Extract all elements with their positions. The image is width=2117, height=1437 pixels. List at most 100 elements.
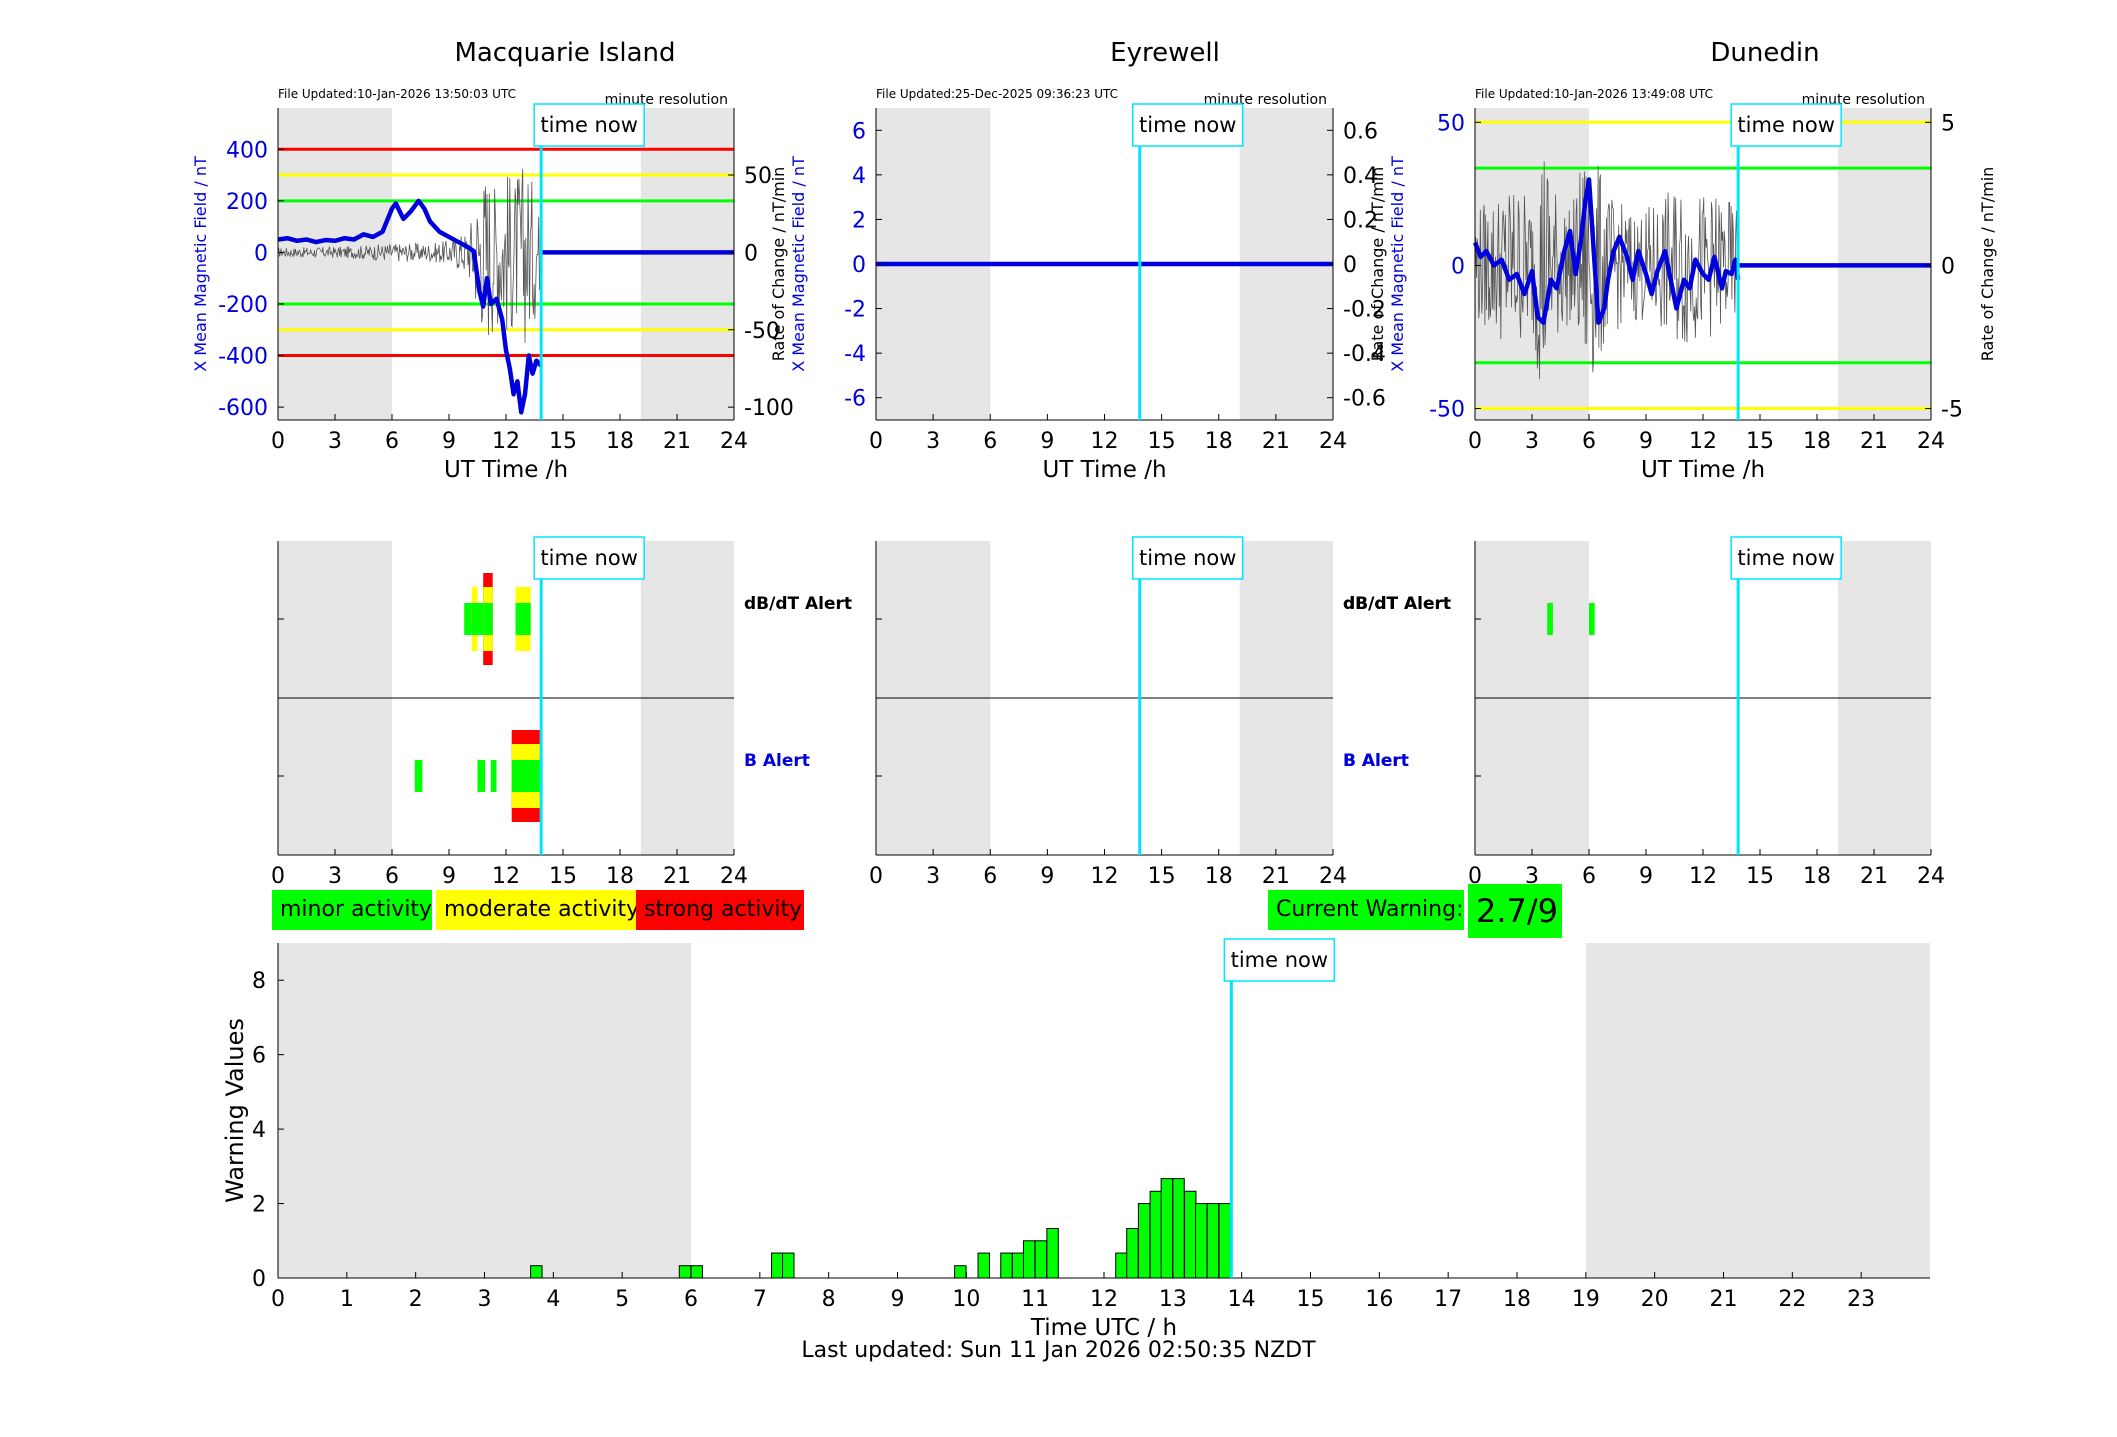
station-2-y2tick-label: 0 [1941,254,1955,279]
station-0-alert-time-now-box [533,536,645,580]
station-1-field-plot: 6 4 2 0 -2 -4 -6 0.6 0.4 0.2 0 -0.2 -0.4 -0.6 X Mean M… [789,87,1387,421]
warning-bar [678,1265,692,1279]
station-2-alert-xtick-label: 24 [1917,864,1945,889]
warning-bar [690,1265,703,1279]
station-2-alert-xtick-label: 21 [1860,864,1888,889]
station-0-xtick-label: 24 [720,429,748,454]
warning-xtick-label: 17 [1434,1287,1462,1312]
station-0-b-label: B Alert [744,751,810,771]
station-1-y2tick-label: 0.6 [1343,119,1378,144]
station-0-dbdt-bar [471,603,478,635]
station-1-xtick-label: 3 [926,429,940,454]
warning-xtick-label: 2 [409,1287,423,1312]
station-1-file-updated: File Updated:25-Dec-2025 09:36:23 UTC [876,87,1118,101]
station-1-y2tick-label: 0.4 [1343,164,1378,189]
warning-xtick-label: 23 [1847,1287,1875,1312]
station-0-alert-xtick-label: 21 [663,864,691,889]
station-2-xtick-label: 21 [1860,429,1888,454]
station-2-field-series [1472,177,1741,325]
station-2-xtick-label: 15 [1746,429,1774,454]
station-1-alert-time-now-box [1131,536,1244,580]
station-0-alert-time-now-label: time now [540,546,637,570]
station-2-dbdt-bar [1589,603,1595,635]
station-1-y2tick-label: -0.6 [1343,387,1386,412]
station-1-time-now-label: time now [1139,113,1236,137]
station-0-dbdt-bar [515,603,531,635]
station-0-time-now-box [533,103,645,147]
station-0-xtick-label: 18 [606,429,634,454]
station-0-dbdt-bar [483,603,493,635]
station-1-alert-xtick-label: 18 [1205,864,1233,889]
station-2-ytick-label: -50 [1429,398,1465,423]
station-1-y2tick-label: 0.2 [1343,208,1378,233]
station-1-xlabel: UT Time /h [1042,457,1166,483]
station-0-dbdt-label: dB/dT Alert [744,594,852,614]
warning-bar [1206,1203,1220,1279]
station-1-alert-xtick-label: 12 [1091,864,1119,889]
station-0-dbdt-bar [464,603,472,635]
station-1-ytick-label: 2 [852,208,866,233]
station-0-xtick-label: 3 [328,429,342,454]
current-warning-label: Current Warning: [1268,890,1464,930]
warning-xtick-label: 7 [753,1287,767,1312]
warning-xtick-label: 10 [952,1287,980,1312]
warning-bar [1172,1178,1185,1279]
station-2-alert-xtick-label: 12 [1689,864,1717,889]
station-1-xtick-label: 9 [1040,429,1054,454]
station-2-rate-series [1474,161,1739,380]
station-0-xtick-label: 21 [663,429,691,454]
station-2-y2tick-label: -5 [1941,398,1963,423]
station-2-xtick-label: 6 [1582,429,1596,454]
station-2-xlabel: UT Time /h [1641,457,1765,483]
station-0-y2tick-label: -100 [744,396,794,421]
station-1-y2tick-label: 0 [1343,253,1357,278]
station-1-alert-xtick-label: 15 [1148,864,1176,889]
station-2-b-label: B Alert [1343,751,1409,771]
station-2-y2tick-label: 5 [1941,111,1955,136]
station-0-ytick-label: -200 [218,293,268,318]
station-0-ytick-label: 0 [254,241,268,266]
station-1-alert-xtick-label: 21 [1262,864,1290,889]
station-1-ytick-label: 0 [852,253,866,278]
warning-xtick-label: 18 [1503,1287,1531,1312]
station-2-ytick-label: 50 [1437,111,1465,136]
warning-ytick-label: 8 [252,969,266,994]
station-0-alert-xtick-label: 12 [492,864,520,889]
station-1-alert-xtick-label: 3 [926,864,940,889]
station-0-alert-xtick-label: 6 [385,864,399,889]
station-0-alert-xtick-label: 9 [442,864,456,889]
warning-ytick-label: 6 [252,1044,266,1069]
warning-night-shading [1585,943,1930,1278]
station-0-xtick-label: 6 [385,429,399,454]
station-2-xtick-label: 18 [1803,429,1831,454]
warning-bar [1195,1203,1208,1279]
warning-bar [1184,1190,1197,1279]
station-0-alert-xtick-label: 3 [328,864,342,889]
station-2-time-now-label: time now [1737,113,1834,137]
station-1-alert-xtick-label: 6 [983,864,997,889]
station-1-time-now-box [1131,103,1244,147]
warning-xlabel: Time UTC / h [1030,1315,1177,1341]
warning-bar [1160,1178,1174,1279]
station-0-night-shading [278,108,392,420]
station-2-dbdt-bar [1547,603,1553,635]
station-1-y2tick-label: -0.2 [1343,298,1386,323]
legend-strong-activity: strong activity [636,890,804,930]
warning-bar [782,1252,795,1279]
warning-xtick-label: 22 [1778,1287,1806,1312]
station-0-alert-xtick-label: 0 [271,864,285,889]
warning-bar [1022,1240,1036,1279]
warning-ytick-label: 0 [252,1267,266,1292]
warning-xtick-label: 5 [615,1287,629,1312]
station-1-right-ylabel: Rate of Change / nT/min [1368,167,1387,362]
station-1-alert-xtick-label: 9 [1040,864,1054,889]
warning-xtick-label: 16 [1365,1287,1393,1312]
warning-bar [1115,1252,1128,1279]
station-0-alert-plot: dB/dT Alert B Alert [277,541,852,856]
station-0-alert-xtick-label: 15 [549,864,577,889]
station-0-y2tick-label: 50 [744,164,772,189]
warning-xtick-label: 8 [822,1287,836,1312]
station-0-ytick-label: 400 [226,138,268,163]
station-0-xlabel: UT Time /h [444,457,568,483]
